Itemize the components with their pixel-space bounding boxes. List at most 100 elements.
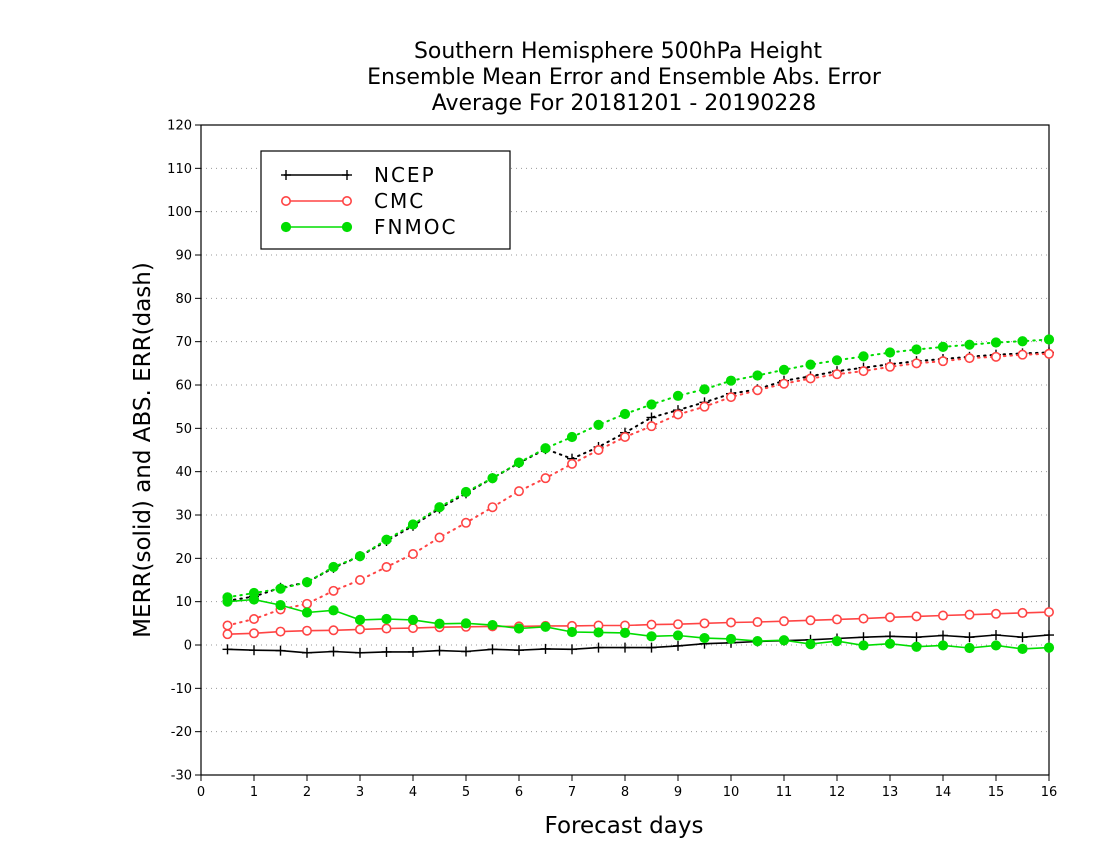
x-tick-label: 6 bbox=[515, 785, 523, 800]
point-cmc-abs-err bbox=[805, 373, 816, 384]
point-fnmoc-merr bbox=[884, 638, 896, 649]
point-ncep-merr bbox=[249, 645, 259, 656]
point-fnmoc-merr bbox=[672, 630, 684, 641]
chart-title-line-2: Ensemble Mean Error and Ensemble Abs. Er… bbox=[367, 65, 882, 90]
series-line-fnmoc-merr bbox=[226, 598, 1050, 650]
point-cmc-merr bbox=[778, 616, 789, 627]
point-cmc-abs-err bbox=[646, 421, 657, 432]
point-cmc-merr bbox=[990, 608, 1001, 619]
point-fnmoc-merr bbox=[725, 633, 737, 645]
point-fnmoc-abs-err bbox=[1043, 334, 1055, 345]
series-line-ncep-abs-err bbox=[226, 351, 1050, 602]
series-layer bbox=[222, 334, 1055, 658]
point-fnmoc-merr bbox=[990, 640, 1002, 651]
point-fnmoc-abs-err bbox=[381, 534, 392, 545]
point-fnmoc-abs-err bbox=[884, 347, 896, 358]
x-tick-label: 12 bbox=[829, 785, 846, 800]
x-tick-label: 14 bbox=[935, 785, 952, 800]
point-fnmoc-merr bbox=[593, 627, 604, 638]
x-tick-label: 4 bbox=[409, 785, 417, 800]
point-cmc-abs-err bbox=[937, 356, 948, 367]
point-cmc-abs-err bbox=[434, 532, 445, 543]
x-tick-label: 13 bbox=[882, 785, 899, 800]
point-fnmoc-merr bbox=[275, 600, 286, 611]
point-ncep-merr bbox=[593, 642, 604, 653]
point-cmc-abs-err bbox=[513, 486, 524, 497]
x-tick-label: 9 bbox=[674, 785, 682, 800]
point-fnmoc-merr bbox=[487, 619, 498, 631]
y-axis-title: MERR(solid) and ABS. ERR(dash) bbox=[130, 262, 156, 638]
point-cmc-merr bbox=[831, 614, 842, 625]
point-ncep-merr bbox=[991, 630, 1001, 641]
point-fnmoc-merr bbox=[937, 640, 949, 651]
y-tick-label: 120 bbox=[167, 119, 192, 134]
y-tick-label: 0 bbox=[184, 639, 192, 654]
x-tick-label: 3 bbox=[356, 785, 364, 800]
x-tick-label: 2 bbox=[303, 785, 311, 800]
x-tick-label: 11 bbox=[776, 785, 793, 800]
point-ncep-merr bbox=[673, 640, 683, 651]
point-fnmoc-merr bbox=[1043, 642, 1055, 653]
point-ncep-merr bbox=[461, 646, 471, 657]
point-cmc-abs-err bbox=[301, 598, 312, 609]
point-fnmoc-abs-err bbox=[593, 419, 604, 430]
point-fnmoc-abs-err bbox=[487, 473, 498, 484]
point-ncep-merr bbox=[275, 645, 286, 656]
legend-marker-fnmoc bbox=[280, 221, 292, 233]
series-line-fnmoc-abs-err bbox=[226, 338, 1050, 599]
x-tick-label: 0 bbox=[197, 785, 205, 800]
point-cmc-merr bbox=[672, 619, 683, 630]
point-cmc-abs-err bbox=[566, 458, 577, 469]
point-fnmoc-abs-err bbox=[407, 519, 419, 530]
point-fnmoc-merr bbox=[248, 594, 260, 605]
point-fnmoc-abs-err bbox=[646, 399, 657, 410]
point-fnmoc-merr bbox=[752, 636, 763, 647]
point-cmc-abs-err bbox=[672, 409, 683, 420]
point-fnmoc-abs-err bbox=[990, 337, 1002, 348]
x-axis-title: Forecast days bbox=[545, 813, 704, 839]
x-tick-label: 16 bbox=[1041, 785, 1058, 800]
y-tick-label: 60 bbox=[175, 379, 192, 394]
x-tick-label: 7 bbox=[568, 785, 576, 800]
point-ncep-merr bbox=[646, 642, 657, 653]
point-cmc-merr bbox=[275, 626, 286, 637]
point-cmc-abs-err bbox=[249, 613, 260, 624]
point-cmc-merr bbox=[222, 629, 233, 640]
x-tick-label: 8 bbox=[621, 785, 629, 800]
point-ncep-merr bbox=[434, 645, 445, 656]
point-cmc-merr bbox=[381, 623, 392, 634]
point-cmc-abs-err bbox=[354, 574, 365, 585]
point-ncep-merr bbox=[302, 647, 312, 658]
y-tick-label: 40 bbox=[175, 465, 192, 480]
point-cmc-merr bbox=[1017, 607, 1028, 618]
point-cmc-abs-err bbox=[460, 517, 471, 528]
point-fnmoc-abs-err bbox=[513, 457, 525, 468]
point-fnmoc-merr bbox=[831, 636, 843, 647]
y-tick-label: 80 bbox=[175, 292, 192, 307]
point-fnmoc-merr bbox=[434, 618, 445, 629]
point-fnmoc-abs-err bbox=[778, 364, 790, 375]
point-fnmoc-merr bbox=[805, 639, 816, 650]
point-ncep-merr bbox=[1044, 630, 1054, 641]
point-cmc-merr bbox=[1044, 607, 1055, 618]
y-tick-label: 70 bbox=[175, 335, 192, 350]
point-fnmoc-abs-err bbox=[354, 551, 366, 562]
point-cmc-abs-err bbox=[911, 358, 922, 369]
point-cmc-merr bbox=[328, 625, 339, 636]
point-fnmoc-abs-err bbox=[275, 583, 286, 594]
point-fnmoc-merr bbox=[540, 621, 551, 632]
point-cmc-merr bbox=[752, 617, 763, 628]
point-fnmoc-abs-err bbox=[619, 408, 631, 420]
point-cmc-abs-err bbox=[699, 401, 710, 412]
chart-title: Southern Hemisphere 500hPa Height Ensemb… bbox=[367, 39, 882, 116]
y-tick-label: 110 bbox=[167, 162, 192, 177]
point-fnmoc-merr bbox=[566, 626, 578, 638]
point-cmc-abs-err bbox=[593, 444, 604, 455]
point-cmc-merr bbox=[646, 619, 657, 630]
y-tick-label: 100 bbox=[167, 205, 192, 220]
point-cmc-abs-err bbox=[1017, 349, 1028, 360]
point-ncep-merr bbox=[938, 630, 948, 641]
point-ncep-merr bbox=[487, 644, 498, 655]
point-fnmoc-abs-err bbox=[964, 339, 975, 350]
